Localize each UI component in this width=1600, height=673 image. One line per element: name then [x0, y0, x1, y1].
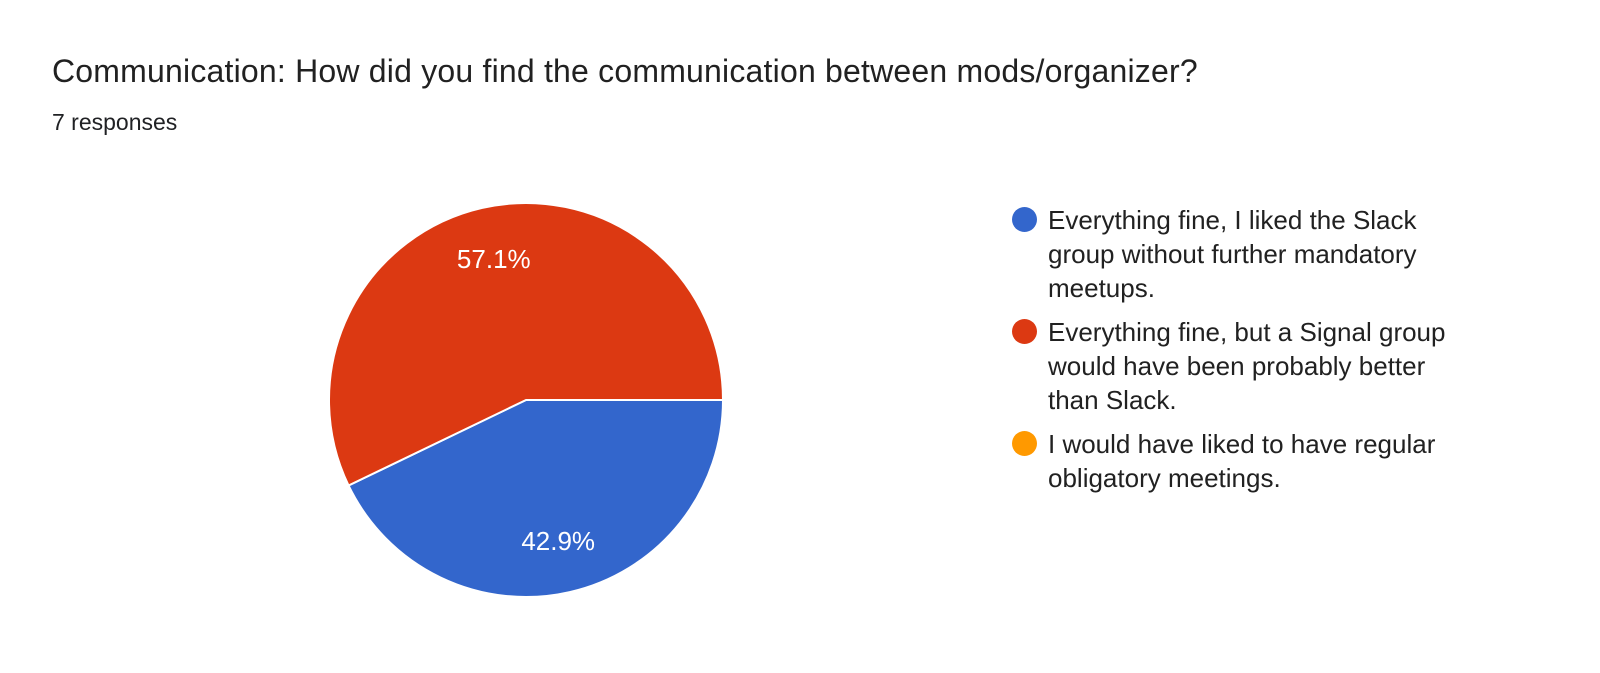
pie-slice-1[interactable]: [328, 202, 725, 487]
legend-item-label: Everything fine, I liked the Slack group…: [1048, 205, 1417, 303]
question-title: Communication: How did you find the comm…: [52, 53, 1198, 89]
pie-slice-percent-label: 57.1%: [457, 244, 531, 274]
chart-legend: Everything fine, I liked the Slack group…: [1012, 203, 1474, 505]
pie-slice-percent-label: 42.9%: [521, 526, 595, 556]
response-count: 7 responses: [52, 109, 178, 135]
legend-item-0: Everything fine, I liked the Slack group…: [1012, 203, 1474, 305]
legend-color-dot: [1012, 319, 1037, 344]
legend-item-label: Everything fine, but a Signal group woul…: [1048, 317, 1446, 415]
legend-item-2: I would have liked to have regular oblig…: [1012, 427, 1474, 495]
legend-item-1: Everything fine, but a Signal group woul…: [1012, 315, 1474, 417]
legend-color-dot: [1012, 207, 1037, 232]
pie-slice-0[interactable]: [347, 399, 725, 598]
legend-color-dot: [1012, 431, 1037, 456]
legend-item-label: I would have liked to have regular oblig…: [1048, 429, 1436, 493]
pie-chart: 42.9% 57.1%: [328, 202, 725, 598]
